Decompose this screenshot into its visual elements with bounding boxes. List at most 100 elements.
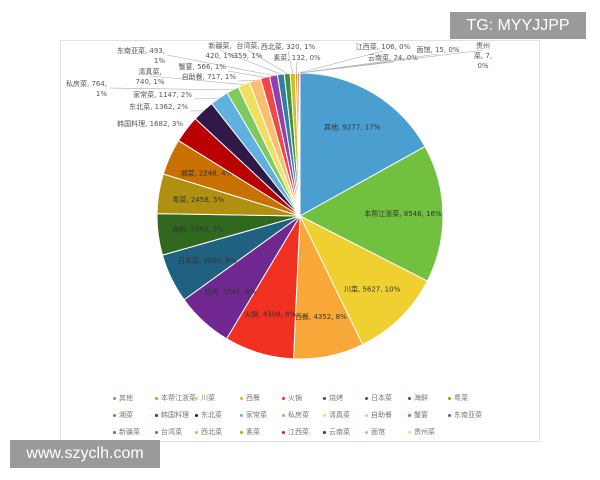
- watermark-site: www.szyclh.com: [10, 440, 160, 468]
- legend-item: 自助餐: [365, 410, 392, 420]
- leader-line: [108, 87, 233, 91]
- legend-item: 东北菜: [195, 410, 222, 420]
- slice-label: 韩国料理, 1682, 3%: [117, 119, 183, 128]
- legend-item: 其他: [113, 393, 133, 403]
- legend-label: 粤菜: [454, 394, 468, 402]
- legend-label: 东南亚菜: [454, 411, 482, 419]
- watermark-tg: TG: MYYJJPP: [450, 12, 586, 39]
- legend-item: 清真菜: [323, 410, 350, 420]
- slice-label: 家常菜, 1147, 2%: [133, 90, 192, 99]
- legend-swatch: [240, 396, 243, 400]
- legend-swatch: [113, 396, 116, 400]
- legend-label: 家常菜: [246, 411, 267, 419]
- legend-label: 日本菜: [371, 394, 392, 402]
- legend-swatch: [195, 396, 198, 400]
- legend-swatch: [155, 430, 158, 434]
- legend-item: 家常菜: [240, 410, 267, 420]
- legend-label: 川菜: [201, 394, 215, 402]
- legend-label: 贵州菜: [414, 428, 435, 436]
- slice-label: 东南亚菜, 493, 1%: [117, 46, 165, 65]
- leader-line: [166, 54, 274, 76]
- legend-item: 素菜: [240, 427, 260, 437]
- slice-label: 面馆, 15, 0%: [417, 45, 460, 54]
- leader-line: [247, 49, 288, 74]
- legend-swatch: [240, 413, 243, 417]
- legend-item: 日本菜: [365, 393, 392, 403]
- legend-item: 海鲜: [408, 393, 428, 403]
- legend-label: 新疆菜: [119, 428, 140, 436]
- slice-label: 贵州菜, 7, 0%: [474, 41, 492, 70]
- leader-line: [227, 70, 266, 78]
- slice-label: 私房菜, 764, 1%: [66, 79, 107, 98]
- legend-item: 烧烤: [323, 393, 343, 403]
- legend-swatch: [155, 413, 158, 417]
- slice-label: 本帮江浙菜, 8548, 16%: [364, 209, 442, 218]
- leader-line: [299, 49, 484, 74]
- leader-line: [287, 50, 294, 74]
- slice-label: 新疆菜, 420, 1%: [206, 41, 235, 60]
- legend-item: 云南菜: [323, 427, 350, 437]
- legend-label: 火锅: [288, 394, 302, 402]
- slice-label: 西北菜, 320, 1%: [261, 42, 316, 51]
- slice-label: 蟹宴, 566, 1%: [179, 62, 227, 71]
- leader-line: [298, 50, 384, 74]
- legend-item: 台湾菜: [155, 427, 182, 437]
- leader-line: [219, 49, 281, 75]
- legend-item: 湘菜: [113, 410, 133, 420]
- leader-line: [237, 80, 255, 82]
- legend-label: 私房菜: [288, 411, 309, 419]
- slice-label: 海鲜, 2563, 5%: [172, 224, 224, 233]
- legend-swatch: [323, 396, 326, 400]
- slice-label: 烧烤, 3541, 6%: [204, 287, 256, 296]
- slice-label: 云南菜, 24, 0%: [368, 53, 418, 62]
- slice-label: 台湾菜, 359, 1%: [234, 41, 263, 60]
- legend-swatch: [240, 430, 243, 434]
- legend-label: 自助餐: [371, 411, 392, 419]
- legend-item: 西餐: [240, 393, 260, 403]
- legend-label: 西北菜: [201, 428, 222, 436]
- legend-swatch: [408, 396, 411, 400]
- legend-label: 湘菜: [119, 411, 133, 419]
- leader-line: [193, 97, 220, 100]
- legend-swatch: [323, 413, 326, 417]
- slice-label: 日本菜, 3040, 6%: [178, 256, 237, 265]
- legend-swatch: [195, 430, 198, 434]
- legend-item: 私房菜: [282, 410, 309, 420]
- slice-label: 素菜, 132, 0%: [273, 53, 321, 62]
- slice-label: 江西菜, 106, 0%: [356, 42, 411, 51]
- legend-item: 火锅: [282, 393, 302, 403]
- legend-swatch: [282, 396, 285, 400]
- pie-slice-1: [298, 145, 444, 282]
- legend-item: 新疆菜: [113, 427, 140, 437]
- legend-swatch: [408, 413, 411, 417]
- legend-item: 面馆: [365, 427, 385, 437]
- legend-item: 东南亚菜: [448, 410, 482, 420]
- legend-item: 西北菜: [195, 427, 222, 437]
- legend-label: 素菜: [246, 428, 260, 436]
- leader-line: [149, 75, 244, 85]
- pie-slice-2: [298, 214, 429, 346]
- legend-label: 台湾菜: [161, 428, 182, 436]
- legend-label: 云南菜: [329, 428, 350, 436]
- legend-label: 东北菜: [201, 411, 222, 419]
- chart-frame: [60, 40, 540, 442]
- legend-swatch: [365, 396, 368, 400]
- legend-label: 烧烤: [329, 394, 343, 402]
- legend-swatch: [408, 430, 411, 434]
- slice-label: 粤菜, 2458, 5%: [172, 195, 224, 204]
- legend-label: 江西菜: [288, 428, 309, 436]
- legend-item: 贵州菜: [408, 427, 435, 437]
- legend-label: 本帮江浙菜: [161, 394, 196, 402]
- leader-line: [296, 61, 298, 74]
- legend-swatch: [113, 413, 116, 417]
- legend-item: 韩国料理: [155, 410, 189, 420]
- legend-label: 面馆: [371, 428, 385, 436]
- legend-swatch: [448, 396, 451, 400]
- slice-label: 清真菜, 740, 1%: [136, 67, 165, 86]
- legend-label: 韩国料理: [161, 411, 189, 419]
- legend-label: 海鲜: [414, 394, 428, 402]
- legend-swatch: [323, 430, 326, 434]
- slice-label: 火锅, 4308, 8%: [244, 310, 296, 319]
- slice-label: 其他, 9277, 17%: [324, 122, 381, 131]
- legend-swatch: [365, 413, 368, 417]
